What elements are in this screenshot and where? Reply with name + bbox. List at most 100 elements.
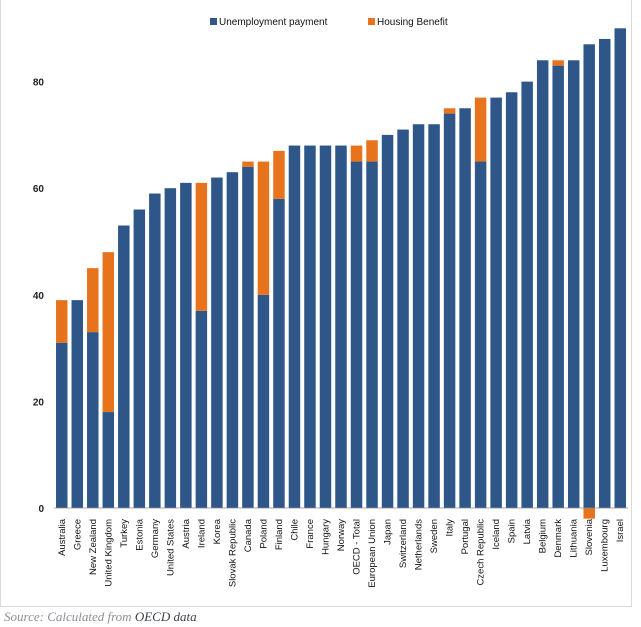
y-tick-label: 60: [33, 184, 45, 195]
x-tick-label: Norway: [336, 519, 347, 551]
bar-housing-benefit: [350, 145, 363, 162]
x-tick-label: Japan: [383, 519, 394, 545]
bar-unemployment-payment: [273, 198, 285, 509]
x-tick-label: Luxembourg: [600, 519, 611, 572]
bar-unemployment-payment: [102, 412, 115, 508]
source-link[interactable]: OECD data: [134, 609, 197, 624]
x-tick-label: Chile: [289, 519, 300, 541]
bar-housing-benefit: [552, 60, 564, 66]
bar-unemployment-payment: [319, 145, 332, 508]
legend-label: Housing Benefit: [377, 17, 448, 28]
x-tick-label: Hungary: [320, 519, 331, 555]
bar-housing-benefit: [195, 182, 208, 311]
source-prefix: Source: Calculated from: [4, 609, 132, 624]
x-tick-label: Finland: [274, 519, 285, 550]
x-tick-label: Lithuania: [569, 518, 580, 557]
x-tick-label: OECD - Total: [352, 519, 363, 575]
bar-unemployment-payment: [195, 310, 208, 508]
bar-unemployment-payment: [226, 172, 239, 508]
bar-unemployment-payment: [242, 166, 254, 508]
chart-frame: [0, 0, 632, 607]
bar-unemployment-payment: [521, 81, 533, 508]
x-tick-label: Belgium: [538, 519, 549, 553]
legend-swatch: [368, 18, 375, 25]
bar-unemployment-payment: [598, 38, 611, 509]
bar-unemployment-payment: [164, 188, 177, 508]
bar-unemployment-payment: [71, 300, 84, 508]
bar-unemployment-payment: [567, 60, 580, 508]
x-tick-label: Spain: [507, 519, 518, 543]
y-tick-label: 40: [33, 291, 45, 302]
bar-unemployment-payment: [180, 182, 192, 508]
bar-housing-benefit: [474, 97, 487, 162]
x-tick-label: Estonia: [134, 518, 145, 550]
x-axis: Australia Greece New Zealand United Kingdom…: [57, 518, 626, 587]
bar-unemployment-payment: [381, 134, 394, 508]
x-tick-label: Greece: [72, 519, 83, 550]
y-tick-label: 80: [33, 78, 45, 89]
x-tick-label: Ireland: [196, 519, 207, 548]
x-tick-label: United States: [165, 519, 176, 576]
x-tick-label: Slovak Republic: [227, 519, 238, 587]
bar-housing-benefit: [102, 252, 115, 413]
bar-unemployment-payment: [614, 28, 626, 509]
legend-swatch: [210, 18, 217, 25]
stacked-bar-chart: Unemployment payment Housing Benefit 0 20 4…: [33, 17, 628, 588]
x-tick-label: United Kingdom: [103, 519, 114, 587]
bar-housing-benefit: [87, 268, 99, 333]
bar-unemployment-payment: [366, 161, 378, 509]
bar-unemployment-payment: [288, 145, 301, 508]
bar-housing-benefit: [56, 300, 68, 343]
bar-housing-benefit: [257, 161, 270, 295]
bar-unemployment-payment: [350, 161, 363, 509]
bar-unemployment-payment: [87, 332, 99, 508]
x-tick-label: Netherlands: [414, 519, 425, 570]
x-tick-label: Germany: [150, 519, 161, 558]
bar-unemployment-payment: [536, 60, 549, 508]
bar-unemployment-payment: [133, 209, 146, 508]
x-tick-label: Sweden: [429, 519, 440, 553]
bar-unemployment-payment: [335, 145, 347, 508]
bar-unemployment-payment: [459, 108, 471, 508]
legend: Unemployment payment Housing Benefit: [210, 17, 448, 28]
bar-unemployment-payment: [428, 124, 440, 509]
bar-unemployment-payment: [474, 161, 487, 509]
bar-unemployment-payment: [304, 145, 316, 508]
bar-unemployment-payment: [149, 193, 161, 508]
x-tick-label: Austria: [181, 518, 192, 548]
x-tick-label: European Union: [367, 519, 378, 588]
x-tick-label: Turkey: [119, 519, 130, 548]
x-tick-label: Denmark: [553, 519, 564, 558]
x-tick-label: Poland: [258, 519, 269, 549]
bar-unemployment-payment: [397, 129, 409, 508]
bar-unemployment-payment: [118, 225, 130, 508]
x-tick-label: Australia: [57, 518, 68, 556]
bars: [54, 28, 628, 519]
x-tick-label: Iceland: [491, 519, 502, 550]
x-tick-label: Latvia: [522, 518, 533, 544]
y-tick-label: 0: [38, 504, 44, 515]
bar-housing-benefit: [242, 161, 254, 167]
x-tick-label: Portugal: [460, 519, 471, 554]
bar-unemployment-payment: [552, 65, 564, 509]
x-tick-label: Czech Republic: [476, 519, 487, 586]
bar-unemployment-payment: [211, 177, 223, 509]
x-tick-label: Slovenia: [584, 518, 595, 555]
bar-housing-benefit: [273, 150, 285, 199]
source-note: Source: Calculated from OECD data: [4, 609, 197, 625]
bar-housing-benefit: [443, 108, 456, 114]
y-tick-label: 20: [33, 397, 45, 408]
x-tick-label: Israel: [615, 519, 626, 542]
legend-label: Unemployment payment: [219, 17, 328, 28]
x-tick-label: Korea: [212, 518, 223, 544]
bar-unemployment-payment: [257, 294, 270, 508]
bar-unemployment-payment: [583, 44, 595, 508]
bar-unemployment-payment: [412, 124, 425, 509]
bar-unemployment-payment: [443, 113, 456, 508]
x-tick-label: Switzerland: [398, 519, 409, 568]
x-tick-label: Italy: [445, 519, 456, 537]
bar-unemployment-payment: [490, 97, 502, 508]
bar-unemployment-payment: [56, 342, 68, 508]
bar-housing-benefit: [366, 140, 378, 162]
bar-housing-benefit: [583, 508, 595, 519]
